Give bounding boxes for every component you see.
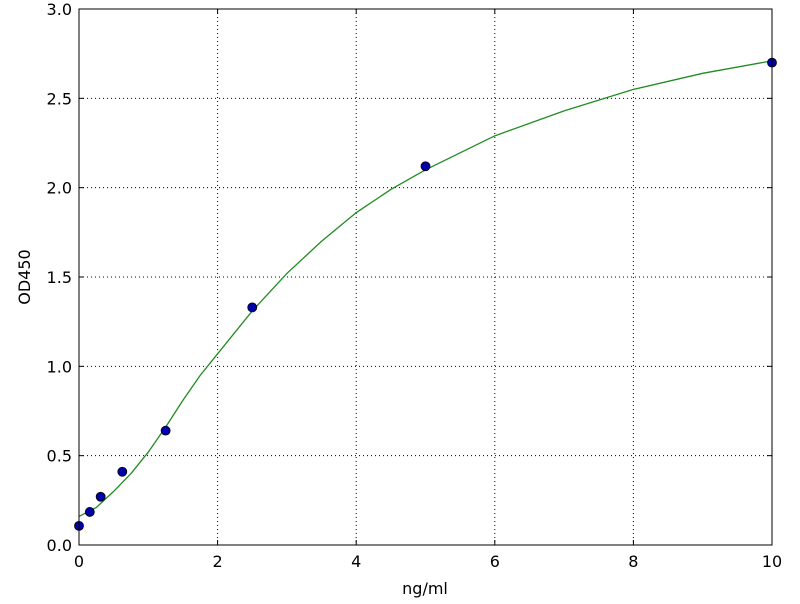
plot-frame xyxy=(78,8,773,546)
x-tick-label: 0 xyxy=(74,552,84,571)
data-point xyxy=(84,507,95,517)
y-tick-label: 1.0 xyxy=(47,357,72,376)
fit-curve xyxy=(78,60,773,517)
ticks: 0 2 4 6 8 10 0.0 0.5 1.0 1.5 2.0 2.5 3.0 xyxy=(47,0,783,571)
data-point xyxy=(95,491,106,502)
data-point xyxy=(420,161,431,172)
y-tick-label: 0.0 xyxy=(47,536,72,555)
data-point xyxy=(247,302,258,313)
x-tick-label: 6 xyxy=(490,552,500,571)
y-tick-label: 0.5 xyxy=(47,447,72,466)
x-tick-label: 2 xyxy=(213,552,223,571)
y-tick-label: 3.0 xyxy=(47,0,72,19)
y-tick-label: 2.0 xyxy=(47,179,72,198)
grid xyxy=(79,9,772,545)
y-tick-label: 2.5 xyxy=(47,89,72,108)
x-tick-label: 10 xyxy=(762,552,782,571)
x-tick-label: 4 xyxy=(351,552,361,571)
series xyxy=(74,57,777,531)
x-tick-label: 8 xyxy=(628,552,638,571)
x-axis-label: ng/ml xyxy=(402,579,448,598)
data-point xyxy=(117,466,128,477)
data-point xyxy=(160,425,171,436)
y-tick-label: 1.5 xyxy=(47,268,72,287)
y-axis-label: OD450 xyxy=(15,249,34,304)
